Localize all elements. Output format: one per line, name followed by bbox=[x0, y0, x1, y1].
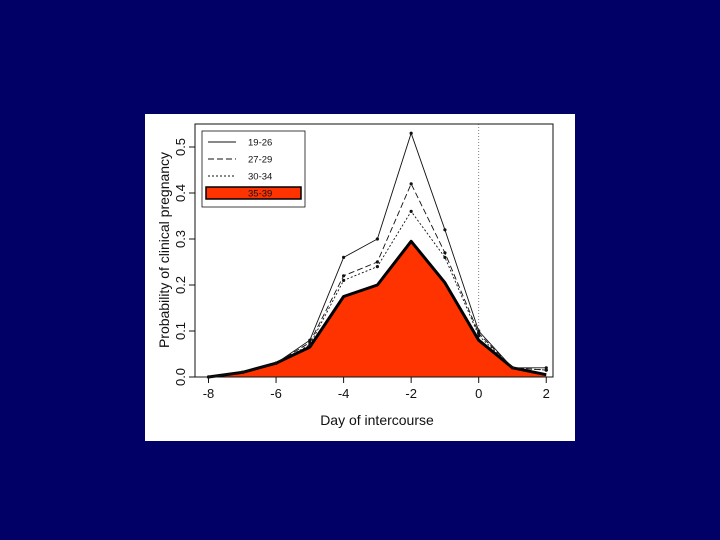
legend-label-30-34: 30-34 bbox=[248, 172, 272, 183]
x-tick-label: 2 bbox=[543, 386, 550, 401]
legend-label-35-39: 35-39 bbox=[248, 189, 272, 200]
point-27-29--2 bbox=[409, 182, 413, 186]
point-30-34-1 bbox=[510, 366, 515, 370]
y-tick-label: 0.2 bbox=[173, 276, 188, 294]
point-27-29--4 bbox=[342, 274, 346, 278]
legend-label-27-29: 27-29 bbox=[248, 155, 272, 166]
y-tick-label: 0.3 bbox=[173, 230, 188, 248]
x-axis-label: Day of intercourse bbox=[320, 412, 434, 428]
legend: 19-26 27-29 30-34 35-39 bbox=[201, 130, 306, 208]
axes-layer: -8 -6 -4 -2 0 2 0.0 0.1 0.2 0.3 0.4 0.5 bbox=[173, 138, 550, 401]
point-27-29-0 bbox=[477, 331, 481, 335]
point-27-29--3 bbox=[375, 260, 379, 264]
point-19-26-0 bbox=[477, 329, 481, 333]
point-19-26--2 bbox=[409, 131, 413, 135]
point-30-34--2 bbox=[409, 209, 413, 213]
point-30-34--5 bbox=[308, 343, 312, 347]
legend-swatch-35-39 bbox=[205, 186, 302, 200]
x-tick-label: 0 bbox=[475, 386, 482, 401]
point-30-34--1 bbox=[443, 255, 447, 259]
legend-label-19-26: 19-26 bbox=[248, 138, 272, 149]
y-axis-label: Probability of clinical pregnancy bbox=[156, 152, 172, 348]
plot-frame bbox=[194, 123, 554, 378]
fertility-chart: -8 -6 -4 -2 0 2 0.0 0.1 0.2 0.3 0.4 0.5 19-26 27-29 3… bbox=[156, 123, 554, 428]
x-tick-label: -6 bbox=[270, 386, 282, 401]
point-19-26--3 bbox=[375, 237, 379, 241]
y-tick-label: 0.0 bbox=[173, 368, 188, 386]
point-30-34--6 bbox=[274, 361, 278, 365]
point-30-34--7 bbox=[240, 370, 244, 374]
y-tick-label: 0.1 bbox=[173, 322, 188, 340]
point-19-26-2 bbox=[544, 366, 548, 370]
series-area-35-39 bbox=[208, 241, 547, 377]
x-tick-label: -4 bbox=[338, 386, 350, 401]
point-27-29--1 bbox=[443, 251, 447, 255]
x-tick-label: -2 bbox=[405, 386, 417, 401]
y-tick-label: 0.5 bbox=[173, 138, 188, 156]
point-30-34--4 bbox=[342, 278, 346, 282]
y-tick-label: 0.4 bbox=[173, 184, 188, 202]
chart-panel: -8 -6 -4 -2 0 2 0.0 0.1 0.2 0.3 0.4 0.5 19-26 27-29 3… bbox=[145, 114, 575, 441]
point-19-26--4 bbox=[342, 255, 346, 259]
x-tick-label: -8 bbox=[203, 386, 215, 401]
point-30-34--3 bbox=[375, 265, 379, 269]
point-30-34-2 bbox=[544, 368, 548, 372]
point-30-34-0 bbox=[477, 334, 481, 338]
point-19-26--1 bbox=[443, 228, 447, 232]
